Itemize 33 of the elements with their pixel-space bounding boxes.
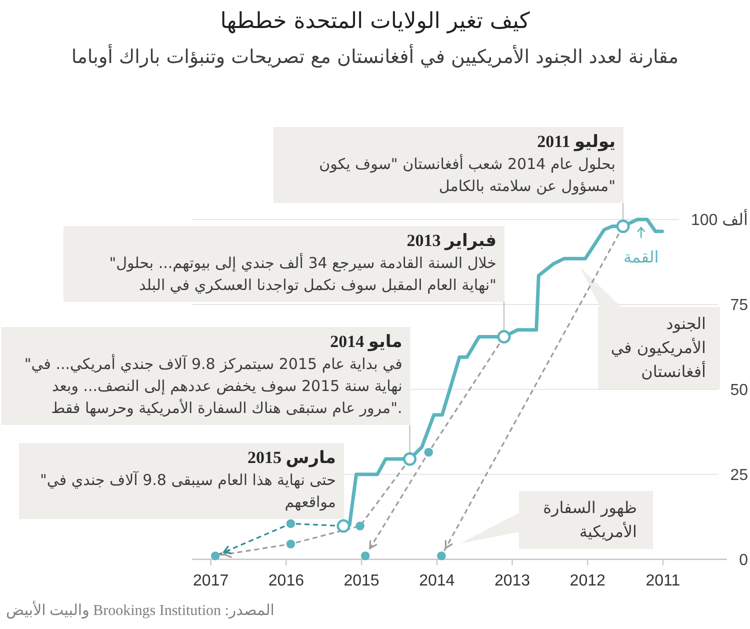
x-tick-label: 2011 — [646, 572, 680, 590]
y-tick-label: 50 — [730, 382, 748, 399]
chart-subtitle: مقارنة لعدد الجنود الأمريكيين في أفغانستان مع تصريحات وتنبؤات باراك أوباما — [71, 46, 679, 68]
text: الجنود الأمريكيون في أفغانستان — [610, 313, 707, 383]
annotation: فبراير 2013 "خلال السنة القادمة سيرجع 34 ألف جندي إلى بيوتهم... بحلول نهاية العام المقبل سوف نكمل تواجدنا العسكري في البلد" — [108, 230, 496, 294]
point — [424, 448, 434, 457]
annotation: القمة — [623, 248, 659, 266]
point — [360, 552, 370, 560]
point — [437, 552, 446, 560]
y-tick-label: 0 — [739, 552, 748, 569]
annotation: مارس 2015 "حتى نهاية هذا العام سيبقى 9.8 آلاف جندي في مواقعهم — [39, 447, 336, 511]
point — [286, 519, 296, 528]
point — [356, 522, 364, 530]
x-tick-label: 2014 — [419, 572, 455, 590]
point — [403, 452, 417, 466]
point — [286, 540, 296, 548]
y-tick-label: 25 — [730, 466, 748, 484]
point — [616, 220, 630, 234]
text: المصدر: Brookings Institution والبيت الأبيض — [6, 600, 274, 621]
x-tick-label: 2015 — [344, 572, 380, 590]
x-tick-label: 2016 — [268, 572, 304, 590]
x-tick-label: 2012 — [570, 572, 606, 590]
point — [336, 519, 350, 533]
annotation: ظهور السفارة الأمريكية — [543, 498, 637, 541]
point — [497, 330, 511, 344]
y-tick-label: 75 — [730, 296, 748, 314]
x-tick-label: 2013 — [494, 572, 530, 590]
annotation: يوليو 2011 بحلول عام 2014 شعب أفغانستان "سوف يكون مسؤول عن سلامته بالكامل" — [318, 131, 616, 195]
annotation: مايو 2014 "في بداية عام 2015 سيتمركز 9.8 آلاف جندي أمريكي... في نهاية سنة 2015 سوف يخفض عددهم إلى النصف... وبعد مرور عام ستبقى هناك السفارة الأمريكية وحرسها فقط". — [23, 331, 402, 417]
point — [210, 552, 220, 560]
chart-title: كيف تغير الولايات المتحدة خططها — [219, 8, 531, 36]
y-tick-label: 100 ألف — [690, 209, 748, 229]
x-tick-label: 2017 — [193, 572, 229, 590]
